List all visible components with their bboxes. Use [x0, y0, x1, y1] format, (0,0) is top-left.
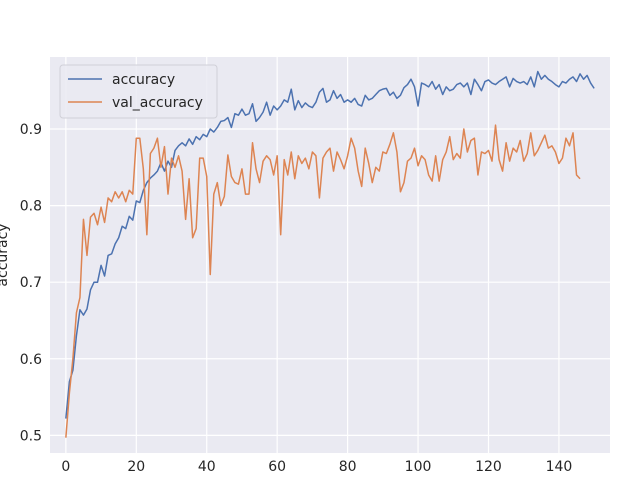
- series-lines: [65, 70, 595, 438]
- x-tick-label: 100: [405, 459, 432, 475]
- series-line-accuracy: [65, 70, 595, 419]
- legend-label: val_accuracy: [112, 95, 203, 111]
- y-tick-label: 0.9: [20, 122, 42, 138]
- y-tick-label: 0.6: [20, 352, 42, 368]
- x-tick-label: 0: [61, 459, 70, 475]
- tick-labels: 0 20 40 60 80 100 120 140 0.5 0.6 0.7 0.8 0.9: [20, 122, 573, 475]
- plot-background: [50, 57, 610, 453]
- x-tick-label: 20: [127, 459, 145, 475]
- x-tick-label: 120: [475, 459, 502, 475]
- y-tick-label: 0.5: [20, 428, 42, 444]
- y-tick-label: 0.8: [20, 199, 42, 215]
- x-tick-label: 140: [546, 459, 573, 475]
- legend: accuracy val_accuracy: [59, 64, 218, 119]
- x-tick-label: 60: [268, 459, 286, 475]
- grid: [50, 57, 610, 453]
- x-tick-label: 80: [339, 459, 357, 475]
- x-tick-label: 40: [198, 459, 216, 475]
- legend-label: accuracy: [112, 72, 175, 88]
- series-line-val-accuracy: [65, 124, 581, 438]
- y-axis-label: accuracy: [0, 223, 11, 286]
- y-tick-label: 0.7: [20, 275, 42, 291]
